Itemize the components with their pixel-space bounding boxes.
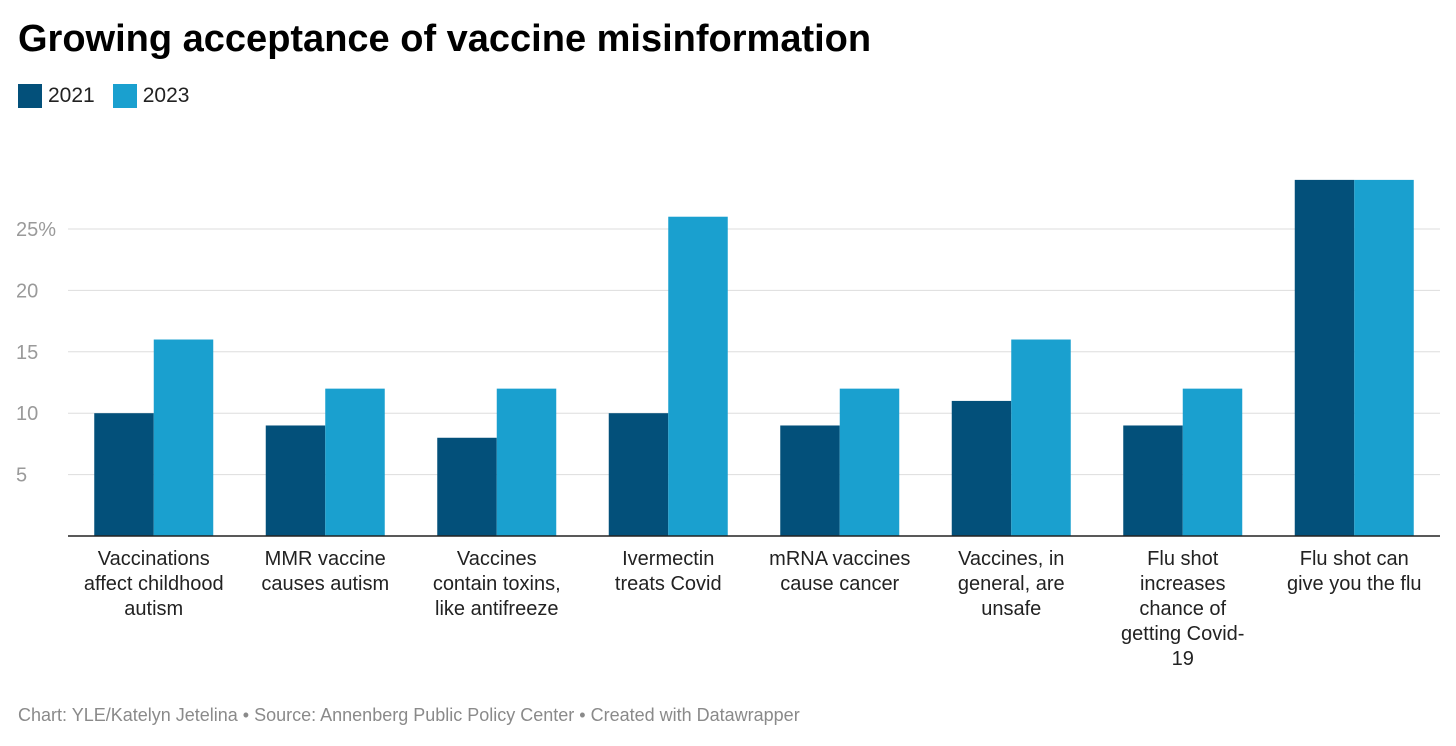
bar-chart: 5 10 15 20 25% Vaccinations affect childhood au… [16,179,1440,670]
bar-2021-6 [951,400,1012,536]
legend-swatch-2021 [18,84,42,108]
bar-2023-7 [1182,388,1243,536]
x-tick-label: Vaccines contain toxins, like antifreeze [433,548,561,620]
x-tick-label: Flu shot can give you the flu [1287,548,1422,595]
bar-2021-7 [1123,425,1183,536]
x-tick-label: Vaccines, in general, are unsafe [958,548,1065,620]
bar-2023-8 [1354,179,1414,536]
x-tick-label: Vaccinations affect childhood autism [84,548,224,620]
y-tick-label: 5 [16,465,27,487]
x-tick-label: Ivermectin treats Covid [615,548,722,595]
y-tick-label: 20 [16,280,38,302]
bar-2023-4 [668,216,728,536]
bar-2023-6 [1011,339,1071,536]
bar-2021-8 [1294,179,1355,536]
x-tick-label: mRNA vaccines cause cancer [769,548,910,595]
y-tick-label: 15 [16,342,38,364]
chart-title: Growing acceptance of vaccine misinforma… [18,18,872,60]
bar-2021-5 [780,425,840,536]
bar-2023-3 [496,388,557,536]
y-tick-label: 10 [16,403,38,425]
bar-2021-3 [437,437,497,536]
legend-swatch-2023 [112,84,137,108]
bar-2021-4 [608,413,669,536]
legend: 2021 2023 [18,84,207,108]
bar-2023-2 [325,388,385,536]
x-tick-label: MMR vaccine causes autism [261,548,389,595]
chart-footer: Chart: YLE/Katelyn Jetelina • Source: An… [18,705,800,725]
y-tick-label: 25% [16,219,56,241]
legend-label-2023: 2023 [142,84,190,107]
legend-item-2021: 2021 [18,84,95,108]
x-tick-label: Flu shot increases chance of getting Covid-… [1121,548,1244,670]
bar-2021-2 [265,425,326,536]
legend-label-2021: 2021 [48,84,95,107]
bar-2021-1 [94,413,154,536]
bar-2023-5 [839,388,900,536]
bar-2023-1 [153,339,214,536]
legend-item-2023: 2023 [112,84,190,108]
